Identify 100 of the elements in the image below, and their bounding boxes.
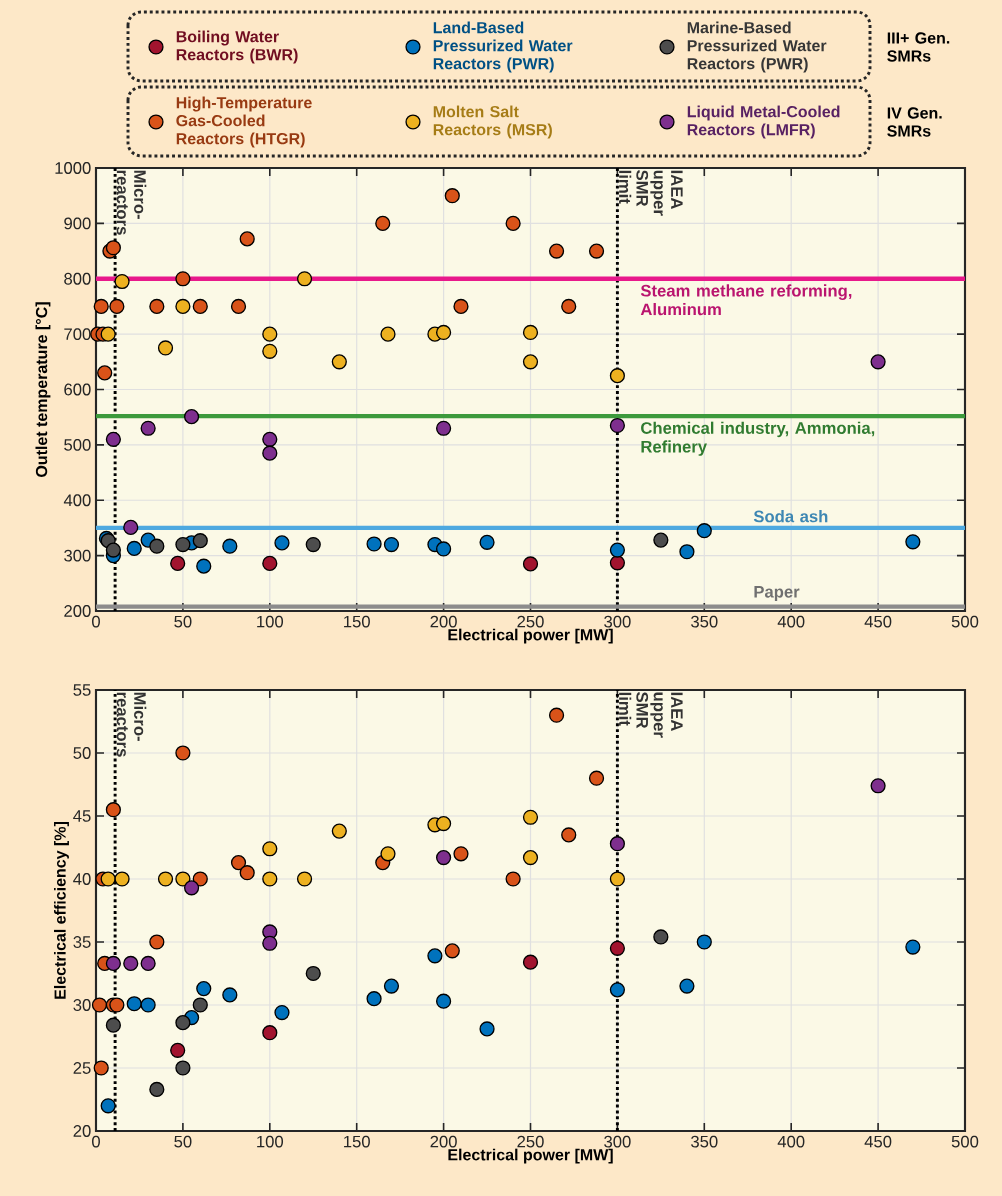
x-tick-label: 0 [92,615,100,628]
x-tick-label: 200 [430,615,457,628]
point [905,939,921,955]
point [123,955,139,972]
point [175,271,191,287]
ref-line-label: Chemical industry, Ammonia, Refinery [641,421,875,456]
point [588,770,605,786]
point [183,880,200,896]
point [609,940,625,956]
point [175,298,191,315]
point [435,849,452,866]
point [383,536,400,553]
point [239,231,255,247]
point [296,271,313,287]
point [522,954,539,970]
point [262,431,278,447]
point [548,707,565,723]
y-tick-label: 700 [64,328,91,341]
point [435,324,452,341]
x-tick-label: 450 [864,615,892,628]
ref-line-label: Steam methane reforming, Aluminum [640,284,852,316]
point [653,929,669,945]
point [105,802,121,818]
point [453,846,469,862]
point [157,871,174,887]
point [105,542,121,558]
point [262,871,278,887]
point [114,273,130,290]
point [91,997,108,1013]
point [366,536,382,552]
y-tick-label: 35 [73,936,91,948]
point [479,1021,495,1037]
point [262,1025,278,1041]
point [230,855,247,871]
ref-line-label: Soda ash [753,510,828,523]
y-tick-label: 30 [73,999,91,1011]
point [126,996,142,1012]
point [588,243,605,259]
point [522,849,539,866]
ref-line-label: Micro-reactors [116,170,147,235]
y-tick-label: 200 [64,605,91,617]
point [453,298,469,315]
point [427,948,443,964]
point [305,536,321,553]
point [149,1081,165,1098]
point [192,533,208,549]
point [609,417,625,434]
point [609,555,625,571]
point [175,536,191,553]
point [870,354,886,370]
x-tick-label: 500 [951,1135,979,1148]
point [679,978,695,994]
text: III+ Gen. SMRs [887,32,950,62]
point [609,871,625,887]
y-tick-label: 900 [64,217,91,230]
legend-label: Boiling Water Reactors (BWR) [176,30,298,64]
y-tick-label: 800 [64,272,91,285]
point [170,555,186,571]
point [522,354,539,370]
point [126,540,142,557]
point [435,815,452,832]
point [239,865,255,881]
y-tick-label: 400 [63,494,91,507]
x-axis-title: Electrical power [MW] [448,1148,613,1164]
point [679,544,695,560]
x-tick-label: 0 [92,1135,100,1148]
point [444,188,460,204]
legend-label: Liquid Metal-Cooled Reactors (LMFR) [687,105,840,139]
point [97,365,113,381]
point [435,993,452,1009]
point [505,871,521,887]
point [109,298,125,315]
point [157,340,174,356]
ref-line-label: Micro-reactors [116,692,147,757]
legend-label: Land-Based Pressurized Water Reactors (PWR) [433,21,573,73]
point [444,943,460,959]
point [149,538,165,554]
point [196,558,212,574]
point [479,534,495,550]
x-tick-label: 450 [864,1135,892,1148]
point [435,541,452,557]
point [140,997,156,1013]
x-tick-label: 100 [257,1135,284,1148]
point [548,243,565,259]
point [274,535,290,551]
point [561,827,577,843]
y-tick-label: 40 [73,873,91,885]
point [93,1060,109,1076]
point [380,846,396,862]
point [653,532,669,548]
x-tick-label: 50 [174,1135,192,1148]
y-tick-label: 300 [64,549,91,562]
point [262,555,278,571]
point [696,523,712,539]
point [435,420,452,436]
x-tick-label: 150 [344,1135,370,1148]
point [222,987,238,1003]
point [522,556,539,572]
point [609,982,625,998]
point [262,841,278,857]
